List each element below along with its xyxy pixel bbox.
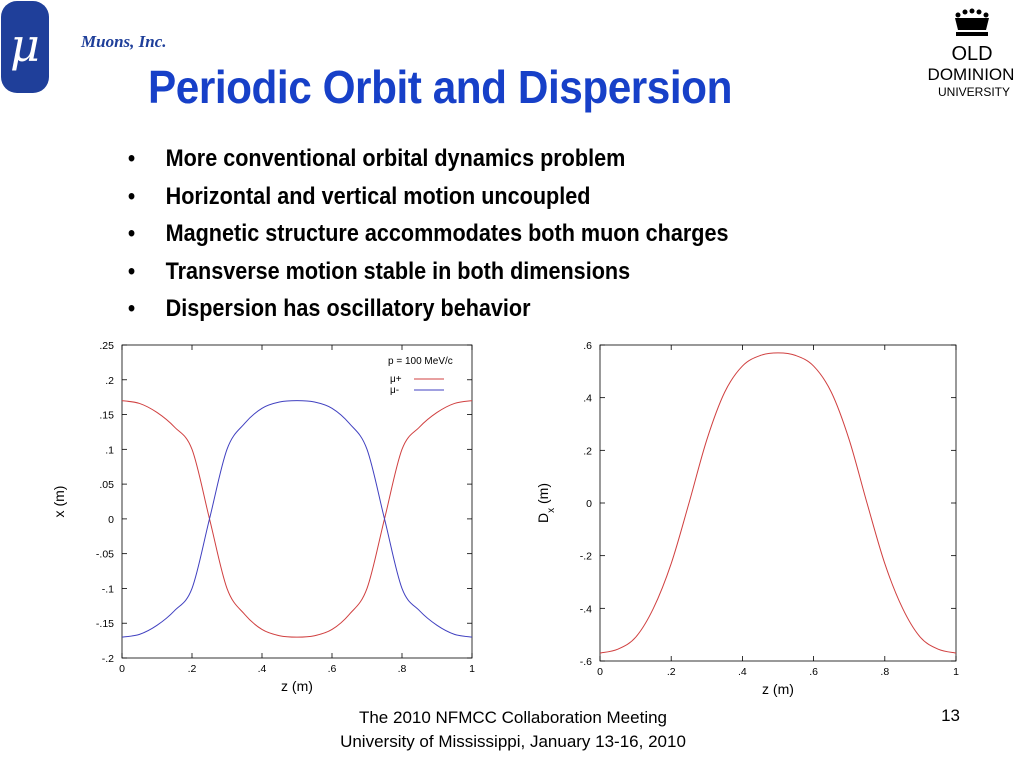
muons-logo: μ	[1, 1, 49, 93]
y-tick-label: .2	[105, 375, 114, 387]
x-tick-label: .8	[398, 663, 407, 675]
y-tick-label: .05	[99, 479, 114, 491]
y-tick-label: -.2	[580, 551, 592, 563]
x-tick-label: .4	[738, 666, 747, 678]
y-tick-label: .1	[105, 444, 114, 456]
slide-title: Periodic Orbit and Dispersion	[148, 61, 732, 113]
series-line-1	[599, 352, 957, 654]
y-tick-label: -.1	[102, 583, 114, 595]
plot-frame	[121, 344, 473, 659]
bullet-list: More conventional orbital dynamics probl…	[126, 140, 795, 328]
series-line-2	[121, 400, 473, 638]
y-tick-label: .2	[583, 445, 592, 457]
legend-entry-label: μ-	[390, 385, 399, 396]
y-tick-label: .6	[583, 340, 592, 352]
company-name: Muons, Inc.	[81, 32, 167, 51]
odu-logo-line2: DOMINION	[928, 65, 1015, 84]
footer: The 2010 NFMCC Collaboration Meeting Uni…	[300, 706, 726, 754]
odu-logo: OLD DOMINION UNIVERSITY	[928, 8, 1015, 99]
odu-logo-line1: OLD	[951, 43, 992, 65]
x-axis-label: z (m)	[762, 681, 794, 697]
dispersion-chart: 0 .2 .4 .6 .8 1 -.6 -.4 -.2 0 .2 .4 .6 z (m) Dx (m)	[535, 340, 959, 697]
y-tick-label: .15	[99, 410, 114, 422]
bullet-item: Horizontal and vertical motion uncoupled	[126, 178, 729, 216]
bullet-item: More conventional orbital dynamics probl…	[126, 140, 729, 178]
crown-icon	[955, 8, 989, 36]
y-axis-label: Dx (m)	[535, 483, 557, 523]
x-tick-label: .2	[188, 663, 197, 675]
y-tick-label: -.2	[102, 653, 114, 665]
y-tick-label: -.05	[96, 549, 114, 561]
x-tick-label: .2	[667, 666, 676, 678]
x-axis-label: z (m)	[281, 678, 313, 694]
odu-logo-line3: UNIVERSITY	[938, 85, 1010, 99]
bullet-item: Magnetic structure accommodates both muo…	[126, 215, 729, 253]
x-tick-label: 0	[119, 663, 125, 675]
page-number: 13	[941, 706, 960, 725]
x-tick-label: 0	[597, 666, 603, 678]
y-tick-label: -.6	[580, 656, 592, 668]
y-axis-label: x (m)	[51, 486, 67, 518]
plot-frame	[599, 344, 957, 662]
y-tick-label: 0	[586, 498, 592, 510]
legend-entry-label: μ+	[390, 374, 402, 385]
x-tick-label: .4	[258, 663, 267, 675]
legend-title: p = 100 MeV/c	[388, 356, 453, 367]
x-tick-label: .8	[880, 666, 889, 678]
y-tick-label: .4	[583, 393, 592, 405]
x-tick-label: 1	[953, 666, 959, 678]
y-tick-label: -.15	[96, 618, 114, 630]
y-tick-label: -.4	[580, 603, 592, 615]
bullet-item: Transverse motion stable in both dimensi…	[126, 253, 729, 291]
y-tick-label: .25	[99, 340, 114, 352]
x-tick-label: 1	[469, 663, 475, 675]
x-tick-label: .6	[809, 666, 818, 678]
footer-line2: University of Mississippi, January 13-16…	[340, 732, 686, 751]
bullet-item: Dispersion has oscillatory behavior	[126, 290, 729, 328]
orbit-chart: 0 .2 .4 .6 .8 1 -.2 -.15 -.1 -.05 0 .05 .1 .15 .2 .25 z …	[51, 340, 475, 694]
series-line-1	[121, 400, 473, 638]
footer-line1: The 2010 NFMCC Collaboration Meeting	[358, 708, 668, 727]
y-tick-label: 0	[108, 514, 114, 526]
x-tick-label: .6	[328, 663, 337, 675]
